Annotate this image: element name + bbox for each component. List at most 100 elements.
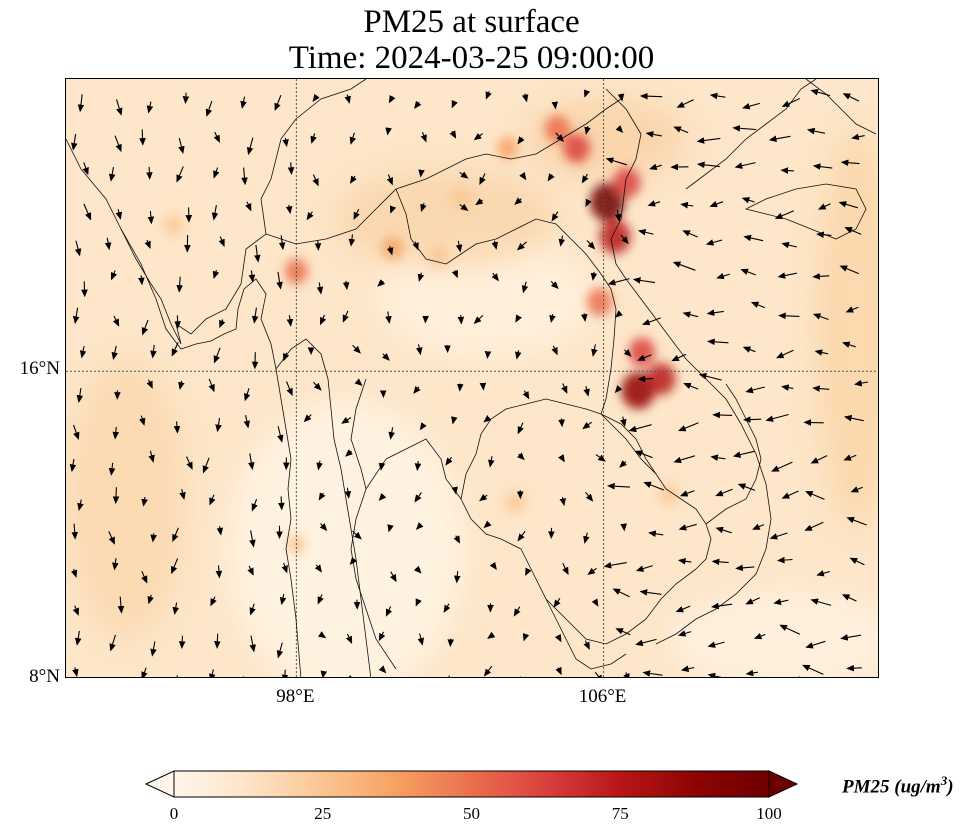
wind-arrow — [812, 163, 833, 170]
wind-arrow — [144, 239, 151, 249]
wind-arrow — [615, 125, 624, 134]
wind-arrow — [632, 277, 656, 284]
wind-arrow — [417, 633, 425, 646]
wind-arrow — [712, 411, 733, 419]
wind-arrow — [214, 633, 221, 649]
wind-arrow — [707, 641, 725, 648]
wind-arrow — [558, 418, 565, 428]
wind-arrow — [522, 633, 530, 642]
map-panel[interactable] — [65, 78, 879, 678]
wind-arrow — [182, 92, 190, 104]
wind-arrow — [146, 379, 153, 389]
wind-arrow — [353, 208, 360, 220]
wind-arrow — [516, 452, 525, 461]
wind-arrow — [781, 98, 800, 107]
pm25-hotspot — [587, 288, 613, 316]
wind-arrow — [750, 301, 766, 309]
wind-arrow — [740, 268, 756, 276]
wind-arrow — [150, 641, 157, 657]
wind-arrow — [637, 354, 652, 361]
wind-arrow — [517, 422, 524, 435]
wind-arrow — [173, 421, 181, 434]
wind-arrow — [838, 201, 858, 209]
wind-arrow — [485, 91, 492, 100]
wind-arrow — [108, 462, 116, 476]
wind-arrow — [680, 201, 694, 209]
wind-arrow — [349, 132, 357, 145]
wind-arrow — [558, 235, 566, 247]
wind-arrow — [72, 605, 79, 616]
wind-arrow — [74, 630, 82, 646]
wind-arrow — [249, 603, 256, 616]
wind-arrow — [840, 634, 862, 641]
wind-arrow — [415, 344, 423, 356]
wind-arrow — [420, 202, 427, 213]
wind-arrow — [710, 454, 726, 461]
wind-arrow — [243, 414, 251, 429]
wind-arrow — [459, 203, 469, 212]
wind-arrow — [735, 564, 755, 572]
wind-arrow — [215, 565, 223, 579]
wind-arrow — [249, 530, 256, 548]
wind-arrow — [841, 594, 857, 602]
wind-arrow — [603, 562, 627, 569]
wind-arrow — [274, 94, 282, 112]
wind-arrow — [445, 456, 453, 466]
wind-arrow — [303, 414, 312, 423]
wind-arrow — [354, 378, 363, 386]
wind-arrow — [840, 159, 860, 167]
wind-arrow — [310, 133, 317, 144]
wind-arrow — [349, 175, 357, 184]
wind-arrow — [213, 167, 220, 179]
wind-arrow — [341, 416, 352, 424]
wind-arrow — [484, 351, 492, 359]
wind-arrow — [317, 594, 324, 605]
wind-arrow — [386, 246, 394, 256]
wind-arrow — [771, 461, 793, 472]
wind-arrow — [709, 92, 726, 100]
wind-arrow — [515, 314, 522, 323]
wind-arrow — [245, 201, 252, 212]
latitude-tick-label: 8°N — [29, 666, 60, 687]
wind-arrow — [276, 642, 284, 659]
wind-arrow — [802, 664, 824, 675]
wind-arrow — [812, 313, 829, 321]
pm25-hotspot — [563, 133, 590, 163]
wind-arrow — [251, 307, 259, 324]
wind-arrow — [108, 531, 115, 545]
wind-arrow — [615, 628, 631, 636]
wind-arrow — [385, 127, 392, 136]
wind-arrow — [709, 200, 724, 208]
wind-arrow — [453, 570, 461, 584]
wind-arrow — [742, 102, 760, 110]
wind-arrow — [451, 486, 458, 495]
wind-arrow — [104, 237, 112, 251]
wind-arrow — [79, 345, 87, 359]
wind-arrow — [590, 271, 598, 281]
wind-arrow — [377, 279, 386, 287]
pm25-hotspot — [451, 187, 472, 209]
pm25-hotspot — [628, 337, 656, 367]
wind-arrow — [320, 670, 328, 677]
wind-arrow — [282, 137, 289, 148]
colorbar-tick-label: 50 — [463, 804, 480, 823]
pm25-hotspot — [164, 215, 183, 236]
wind-arrow — [412, 241, 419, 251]
wind-arrow — [211, 205, 219, 221]
wind-arrow — [109, 634, 116, 652]
wind-arrow — [675, 605, 691, 613]
wind-arrow — [707, 338, 729, 346]
wind-arrow — [240, 96, 247, 109]
wind-arrow — [413, 565, 422, 574]
wind-arrow — [418, 169, 425, 178]
wind-arrow — [276, 271, 283, 290]
wind-arrow — [810, 88, 831, 97]
wind-arrow — [812, 385, 830, 392]
wind-arrow — [213, 347, 221, 364]
wind-arrow — [805, 640, 826, 649]
wind-arrow — [72, 424, 80, 440]
wind-arrow — [420, 132, 427, 143]
wind-arrow — [514, 350, 522, 360]
wind-arrow — [141, 319, 149, 336]
wind-arrow — [417, 272, 425, 282]
